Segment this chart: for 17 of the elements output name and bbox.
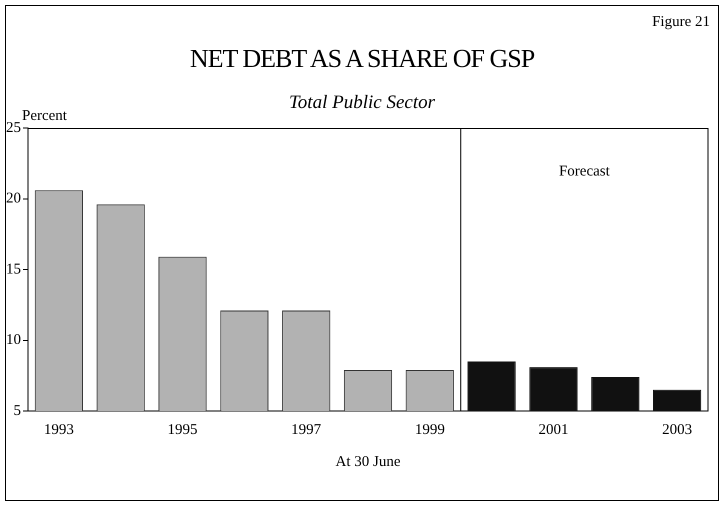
y-tick-label: 20 [6, 190, 21, 207]
y-tick-label: 5 [14, 402, 21, 419]
y-tick-label: 25 [6, 120, 21, 136]
x-tick-label: 1993 [44, 422, 74, 438]
x-tick-label: 1995 [168, 422, 198, 438]
annotation: Forecast [558, 163, 611, 180]
chart-title: NET DEBT AS A SHARE OF GSP [188, 44, 536, 74]
y-tick-label: 10 [6, 332, 21, 348]
x-tick-label: 2003 [662, 422, 692, 438]
y-tick-label: 15 [6, 261, 21, 278]
chart-subtitle: Total Public Sector [288, 92, 436, 113]
x-axis-title: At 30 June [336, 454, 401, 470]
x-tick-label: 1997 [291, 422, 322, 438]
y-axis-title: Percent [22, 108, 67, 125]
caption: Figure 21 [652, 14, 710, 31]
x-tick-label: 2001 [538, 422, 568, 438]
x-tick-label: 1999 [414, 422, 445, 438]
